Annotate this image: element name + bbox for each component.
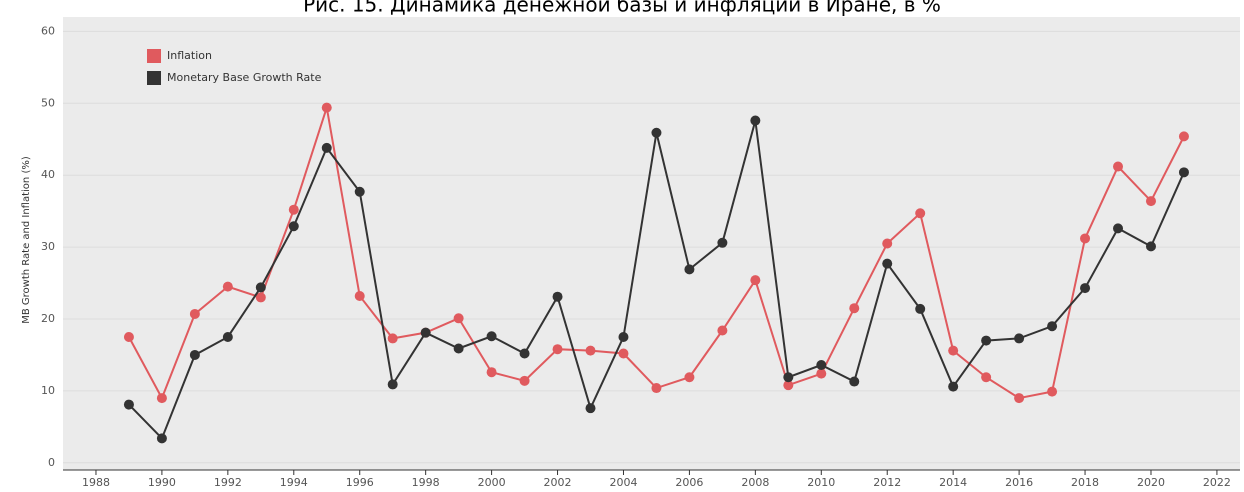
data-point [288, 221, 299, 232]
legend-label: Inflation [167, 49, 212, 62]
chart-title: Рис. 15. Динамика денежной базы и инфляц… [303, 0, 941, 17]
x-tick-label: 2000 [478, 476, 506, 489]
data-point [1113, 223, 1124, 234]
x-tick-label: 2018 [1071, 476, 1099, 489]
data-point [1047, 386, 1058, 397]
data-point [354, 186, 365, 197]
data-point [552, 291, 563, 302]
data-point [882, 258, 893, 269]
data-point [189, 349, 200, 360]
x-tick-label: 2016 [1005, 476, 1033, 489]
data-point [1080, 283, 1091, 294]
x-tick-label: 2002 [544, 476, 572, 489]
data-point [123, 331, 134, 342]
data-point [123, 399, 134, 410]
data-point [486, 331, 497, 342]
data-point [519, 348, 530, 359]
x-tick-label: 2014 [939, 476, 967, 489]
data-point [585, 345, 596, 356]
data-point [222, 281, 233, 292]
data-point [684, 264, 695, 275]
y-axis-label: MB Growth Rate and Inflation (%) [21, 156, 32, 324]
data-point [585, 403, 596, 414]
data-point [1014, 393, 1025, 404]
data-point [453, 343, 464, 354]
data-point [948, 345, 959, 356]
data-point [915, 303, 926, 314]
x-tick-label: 1992 [214, 476, 242, 489]
data-point [651, 127, 662, 138]
data-point [1014, 333, 1025, 344]
data-point [453, 313, 464, 324]
data-point [288, 204, 299, 215]
x-tick-label: 2008 [741, 476, 769, 489]
data-point [1047, 321, 1058, 332]
data-point [981, 372, 992, 383]
data-point [387, 333, 398, 344]
y-tick-label: 20 [41, 312, 55, 325]
data-point [222, 331, 233, 342]
data-point [981, 335, 992, 346]
data-point [1178, 167, 1189, 178]
x-tick-label: 2020 [1137, 476, 1165, 489]
data-point [420, 327, 431, 338]
x-tick-label: 2006 [675, 476, 703, 489]
data-point [156, 393, 167, 404]
data-point [849, 376, 860, 387]
data-point [519, 375, 530, 386]
data-point [618, 331, 629, 342]
data-point [717, 237, 728, 248]
data-point [948, 381, 959, 392]
data-point [750, 275, 761, 286]
y-tick-label: 10 [41, 384, 55, 397]
data-point [1178, 131, 1189, 142]
x-tick-label: 1990 [148, 476, 176, 489]
data-point [816, 368, 827, 379]
legend-label: Monetary Base Growth Rate [167, 71, 322, 84]
data-point [321, 102, 332, 113]
data-point [816, 360, 827, 371]
legend-swatch [147, 49, 161, 63]
y-tick-label: 40 [41, 168, 55, 181]
data-point [1145, 196, 1156, 207]
data-point [189, 308, 200, 319]
data-point [1080, 233, 1091, 244]
x-tick-label: 2010 [807, 476, 835, 489]
plot-background [63, 17, 1240, 470]
data-point [1113, 161, 1124, 172]
x-tick-label: 1996 [346, 476, 374, 489]
x-tick-label: 2012 [873, 476, 901, 489]
data-point [750, 115, 761, 126]
data-point [354, 290, 365, 301]
data-point [915, 208, 926, 219]
x-tick-label: 2004 [609, 476, 637, 489]
data-point [552, 344, 563, 355]
data-point [651, 383, 662, 394]
data-point [717, 325, 728, 336]
y-tick-label: 30 [41, 240, 55, 253]
data-point [1145, 241, 1156, 252]
x-tick-label: 2022 [1203, 476, 1231, 489]
data-point [255, 292, 266, 303]
y-tick-label: 60 [41, 24, 55, 37]
data-point [783, 372, 794, 383]
data-point [618, 348, 629, 359]
data-point [486, 367, 497, 378]
data-point [156, 433, 167, 444]
data-point [783, 380, 794, 391]
y-tick-label: 0 [48, 456, 55, 469]
legend-swatch [147, 71, 161, 85]
x-tick-label: 1994 [280, 476, 308, 489]
y-tick-label: 50 [41, 96, 55, 109]
data-point [387, 379, 398, 390]
x-tick-label: 1988 [82, 476, 110, 489]
data-point [849, 303, 860, 314]
data-point [321, 142, 332, 153]
data-point [255, 282, 266, 293]
data-point [882, 238, 893, 249]
x-tick-label: 1998 [412, 476, 440, 489]
data-point [684, 372, 695, 383]
